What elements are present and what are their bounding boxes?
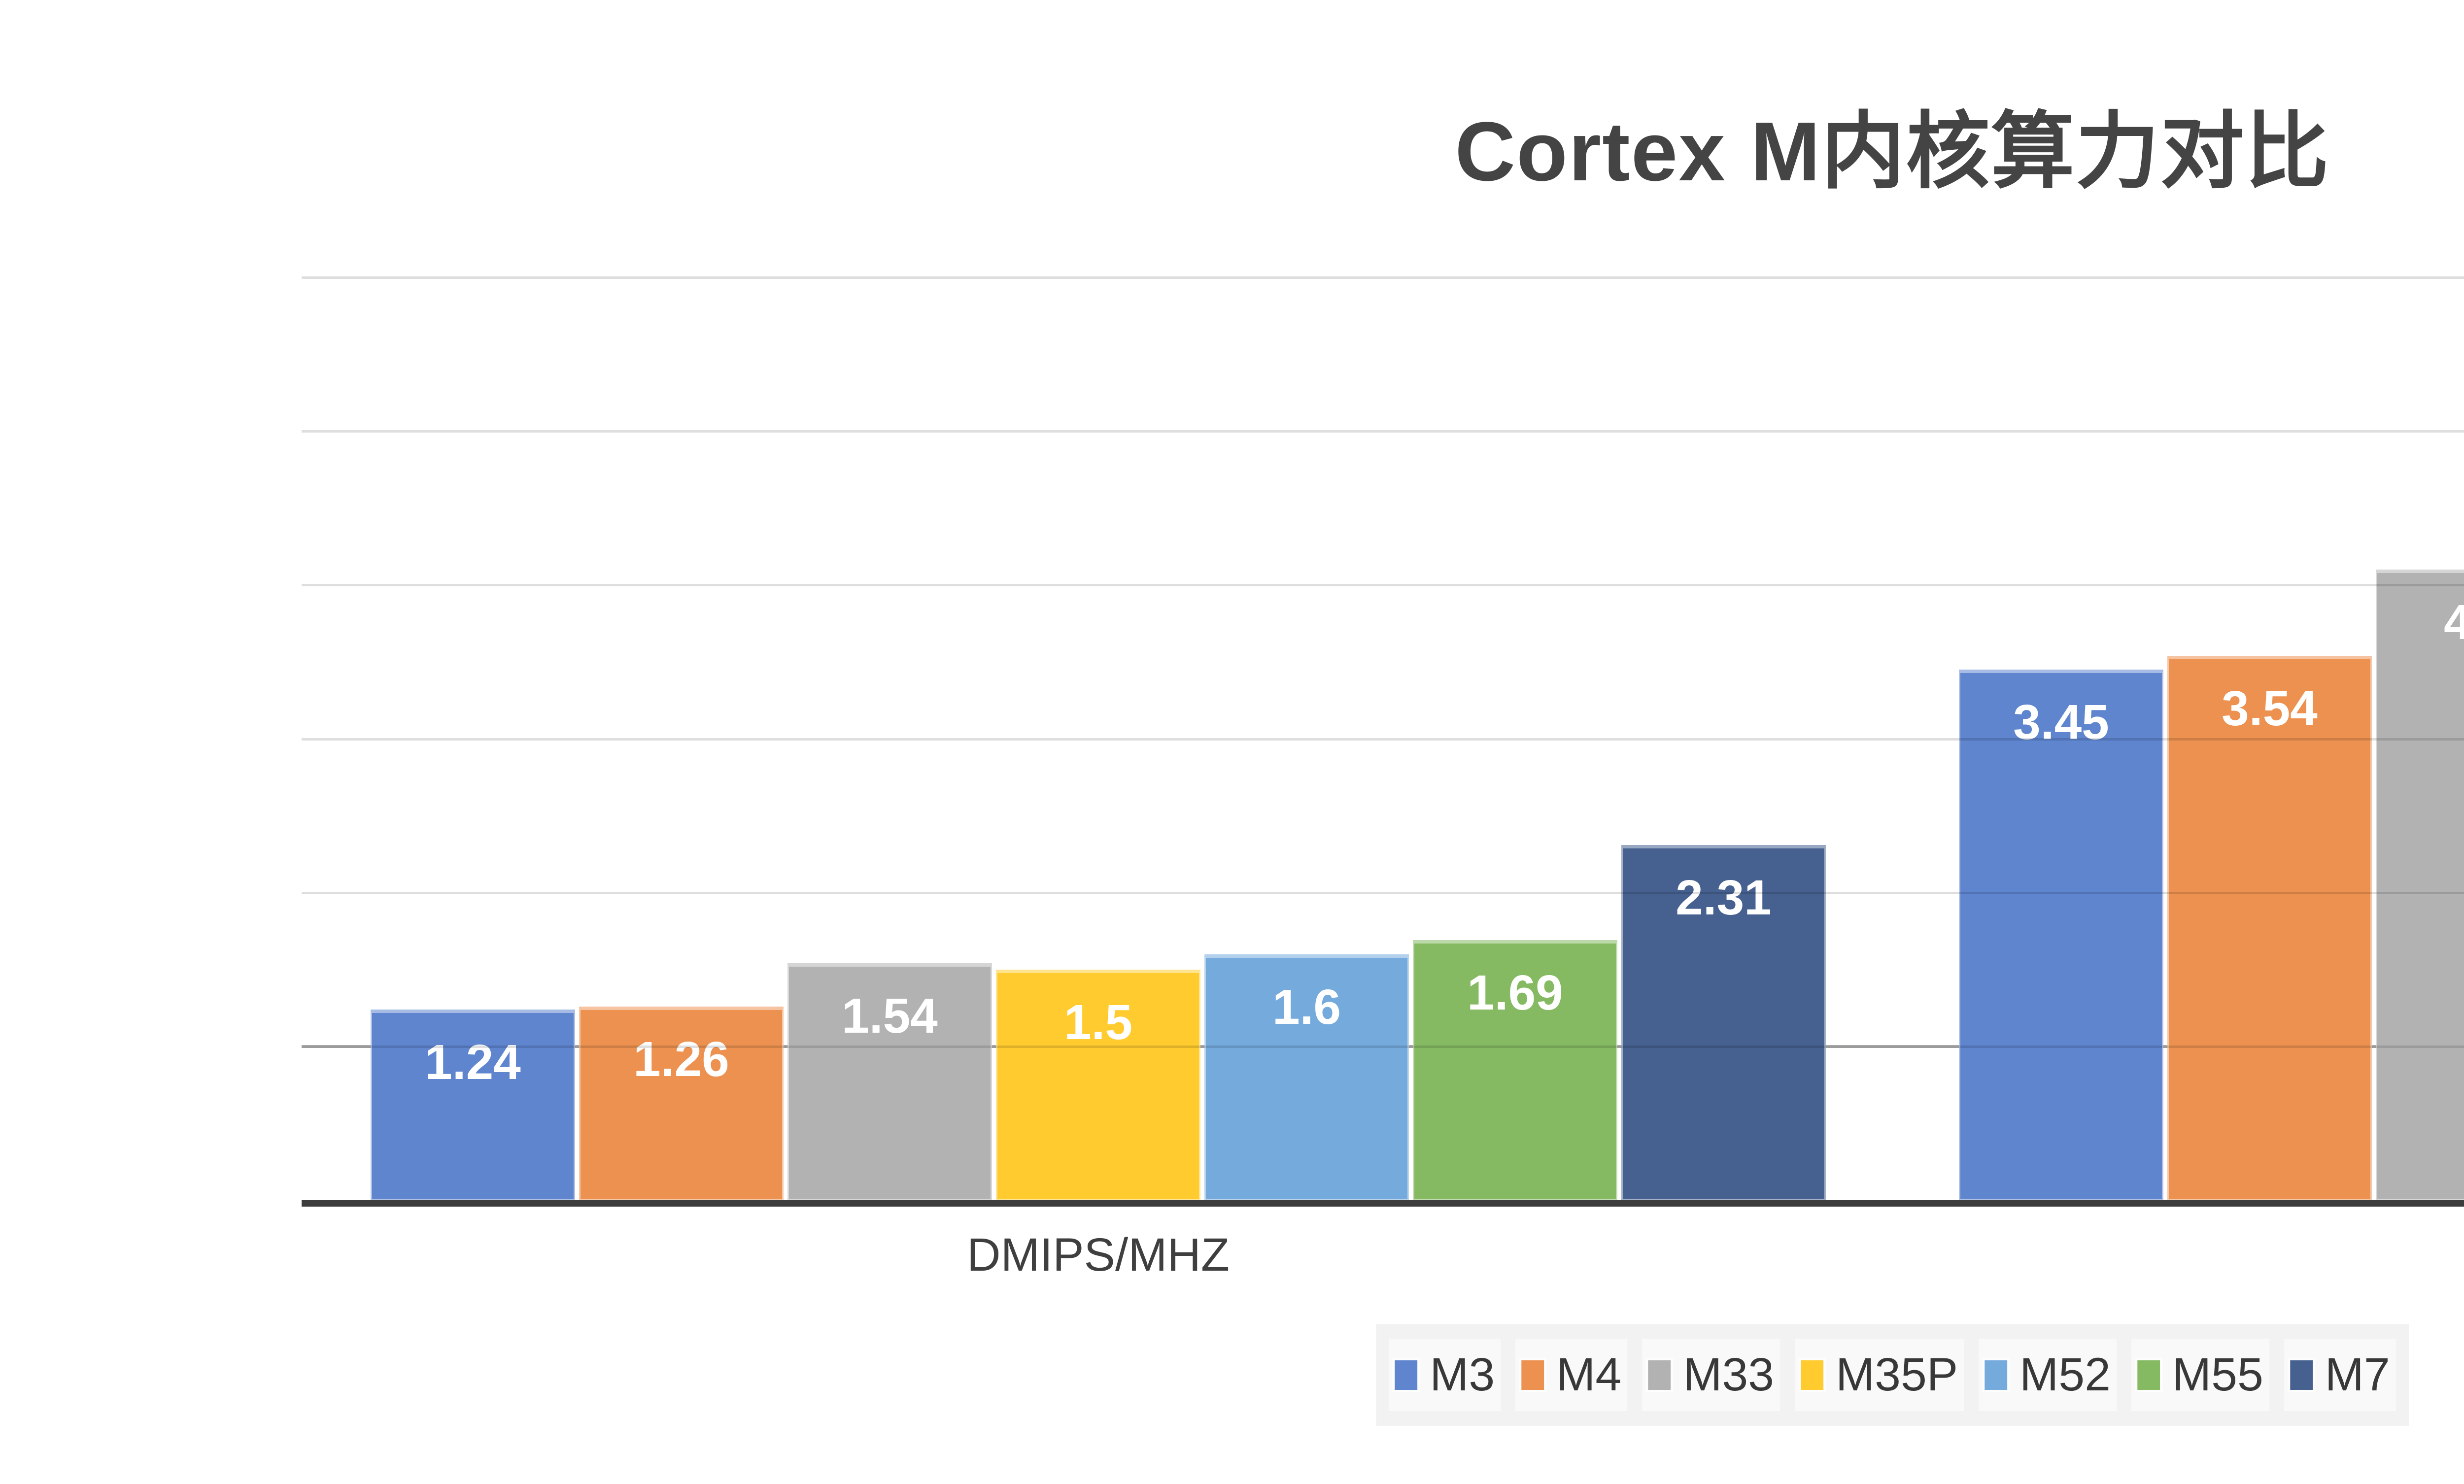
gridline xyxy=(302,584,2464,587)
category-label-dmips-mhz: DMIPS/MHZ xyxy=(966,1229,1230,1281)
legend-swatch-m4 xyxy=(1519,1357,1547,1392)
bar-value-label: 1.24 xyxy=(425,1034,521,1090)
bar-m35p-dmips-mhz: 1.5 xyxy=(996,969,1200,1200)
bar-value-label: 2.31 xyxy=(1676,870,1772,925)
legend-item-label: M55 xyxy=(2172,1349,2263,1401)
legend-swatch-m33 xyxy=(1645,1357,1674,1392)
bar-m3-coremark-mhz: 3.45 xyxy=(1959,670,2163,1200)
bar-value-label: 3.45 xyxy=(2013,695,2109,750)
bar-m55-dmips-mhz: 1.69 xyxy=(1413,940,1617,1200)
bar-m4-coremark-mhz: 3.54 xyxy=(2167,655,2372,1200)
legend-swatch-m52 xyxy=(1982,1357,2010,1392)
x-axis-line xyxy=(302,1200,2464,1207)
legend-item-label: M7 xyxy=(2325,1349,2390,1401)
bar-m7-dmips-mhz: 2.31 xyxy=(1621,844,1826,1200)
legend-item-m3: M3 xyxy=(1389,1339,1501,1411)
legend-swatch-m55 xyxy=(2134,1357,2162,1392)
bar-m4-dmips-mhz: 1.26 xyxy=(579,1006,784,1200)
gridline xyxy=(302,738,2464,741)
legend-item-label: M33 xyxy=(1683,1349,1774,1401)
legend-item-m7: M7 xyxy=(2284,1339,2396,1411)
legend-swatch-m3 xyxy=(1392,1357,1420,1392)
bar-value-label: 3.54 xyxy=(2222,680,2318,736)
plot-area: 1.241.261.541.51.61.692.313.453.544.14.1… xyxy=(302,276,2464,1207)
legend-item-m35p: M35P xyxy=(1795,1339,1964,1411)
legend-item-m55: M55 xyxy=(2131,1339,2269,1411)
gridline xyxy=(302,430,2464,433)
legend-item-label: M4 xyxy=(1556,1349,1622,1401)
legend-item-label: M52 xyxy=(2019,1349,2111,1401)
legend-item-label: M35P xyxy=(1836,1349,1958,1401)
gridline xyxy=(302,891,2464,894)
chart-title: Cortex M内核算力对比 xyxy=(1455,105,2330,199)
bar-m33-dmips-mhz: 1.54 xyxy=(787,963,992,1200)
gridline xyxy=(302,1045,2464,1048)
legend: M3 M4 M33 M35P M52 M55 M7 xyxy=(1376,1324,2409,1426)
legend-item-label: M3 xyxy=(1430,1349,1495,1401)
bar-value-label: 1.69 xyxy=(1467,965,1563,1021)
legend-item-m52: M52 xyxy=(1979,1339,2117,1411)
legend-swatch-m35p xyxy=(1798,1357,1826,1392)
bar-m33-coremark-mhz: 4.1 xyxy=(2376,570,2464,1200)
gridline xyxy=(302,276,2464,279)
bar-value-label: 1.5 xyxy=(1063,994,1132,1050)
legend-item-m4: M4 xyxy=(1515,1339,1628,1411)
bar-value-label: 4.1 xyxy=(2443,595,2464,650)
bar-value-label: 1.26 xyxy=(633,1031,729,1087)
bar-m3-dmips-mhz: 1.24 xyxy=(371,1009,575,1200)
legend-item-m33: M33 xyxy=(1642,1339,1780,1411)
legend-swatch-m7 xyxy=(2287,1357,2315,1392)
bar-value-label: 1.6 xyxy=(1272,979,1341,1035)
bar-value-label: 1.54 xyxy=(842,988,938,1044)
bar-m52-dmips-mhz: 1.6 xyxy=(1204,954,1409,1200)
